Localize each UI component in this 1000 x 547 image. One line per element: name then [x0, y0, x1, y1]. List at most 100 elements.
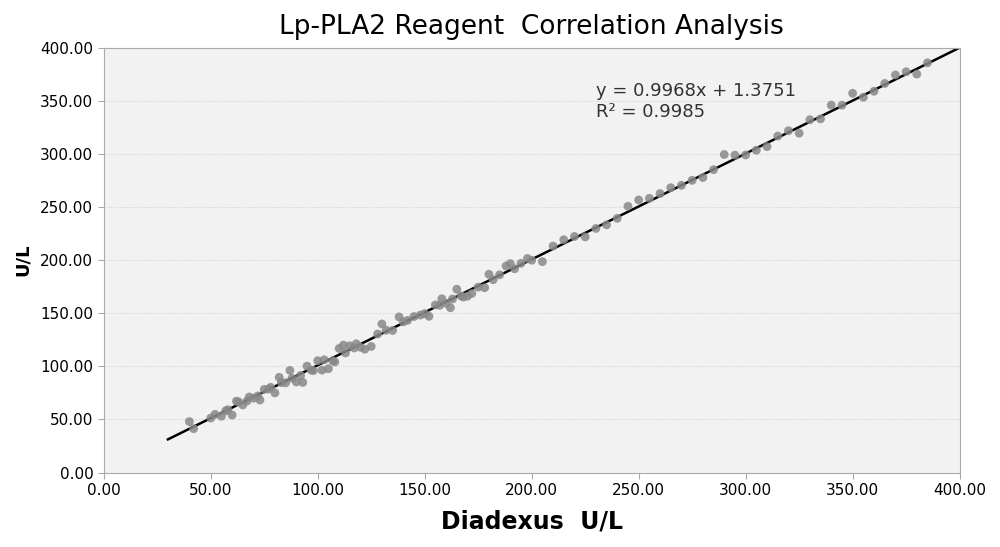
Point: [470, 283, 486, 292]
Point: [267, 388, 283, 397]
Point: [378, 326, 394, 335]
Point: [427, 300, 443, 309]
Point: [181, 417, 197, 426]
Point: [464, 289, 480, 298]
Point: [684, 176, 700, 185]
X-axis label: Diadexus  U/L: Diadexus U/L: [441, 509, 623, 533]
Point: [453, 292, 469, 300]
Point: [545, 242, 561, 251]
Point: [673, 181, 689, 190]
Point: [813, 114, 829, 123]
Point: [335, 341, 351, 350]
Point: [250, 392, 266, 400]
Point: [631, 196, 647, 205]
Point: [295, 378, 311, 387]
Point: [228, 397, 244, 405]
Point: [599, 220, 615, 229]
Point: [492, 270, 508, 279]
Point: [357, 345, 373, 353]
Point: [620, 202, 636, 211]
Point: [186, 424, 202, 433]
Point: [246, 394, 262, 403]
Point: [920, 59, 936, 67]
Point: [477, 283, 493, 292]
Point: [887, 71, 903, 79]
Point: [481, 270, 497, 278]
Point: [224, 411, 240, 420]
Point: [241, 393, 257, 401]
Point: [213, 412, 229, 421]
Point: [370, 330, 386, 339]
Point: [507, 264, 523, 273]
Point: [374, 319, 390, 328]
Point: [652, 189, 668, 198]
Point: [641, 194, 657, 203]
Point: [421, 312, 437, 321]
Point: [877, 79, 893, 88]
Point: [449, 285, 465, 294]
Point: [432, 301, 448, 310]
Point: [485, 275, 501, 284]
Point: [534, 257, 550, 266]
Point: [400, 316, 416, 325]
Point: [363, 342, 379, 351]
Point: [866, 87, 882, 96]
Point: [588, 224, 604, 233]
Point: [556, 235, 572, 244]
Point: [695, 173, 711, 182]
Point: [239, 397, 255, 405]
Point: [459, 292, 475, 301]
Point: [278, 379, 294, 387]
Point: [282, 366, 298, 375]
Point: [663, 183, 679, 192]
Point: [759, 142, 775, 151]
Text: y = 0.9968x + 1.3751
R² = 0.9985: y = 0.9968x + 1.3751 R² = 0.9985: [596, 82, 796, 120]
Point: [338, 348, 354, 357]
Point: [748, 146, 764, 155]
Point: [438, 299, 454, 307]
Point: [203, 414, 219, 422]
Point: [727, 151, 743, 160]
Point: [303, 366, 319, 375]
Point: [348, 340, 364, 348]
Point: [455, 293, 471, 301]
Point: [845, 89, 861, 98]
Point: [609, 214, 625, 223]
Point: [502, 259, 518, 268]
Y-axis label: U/L: U/L: [14, 244, 32, 276]
Point: [802, 115, 818, 124]
Point: [823, 101, 839, 109]
Point: [406, 312, 422, 321]
Point: [235, 400, 251, 409]
Point: [314, 366, 330, 375]
Point: [385, 326, 401, 335]
Point: [706, 165, 722, 174]
Point: [909, 69, 925, 78]
Point: [417, 309, 433, 318]
Title: Lp-PLA2 Reagent  Correlation Analysis: Lp-PLA2 Reagent Correlation Analysis: [279, 14, 784, 40]
Point: [524, 256, 540, 265]
Point: [577, 232, 593, 241]
Point: [288, 377, 304, 386]
Point: [331, 344, 347, 353]
Point: [346, 344, 362, 352]
Point: [231, 398, 247, 406]
Point: [434, 294, 450, 303]
Point: [442, 304, 458, 312]
Point: [252, 395, 268, 404]
Point: [284, 374, 300, 382]
Point: [770, 132, 786, 141]
Point: [566, 232, 582, 241]
Point: [310, 356, 326, 365]
Point: [316, 356, 332, 364]
Point: [325, 356, 341, 365]
Point: [207, 410, 223, 418]
Point: [299, 362, 315, 370]
Point: [327, 358, 343, 366]
Point: [780, 126, 796, 135]
Point: [519, 254, 535, 263]
Point: [293, 371, 309, 380]
Point: [320, 364, 336, 373]
Point: [305, 366, 321, 375]
Point: [271, 373, 287, 382]
